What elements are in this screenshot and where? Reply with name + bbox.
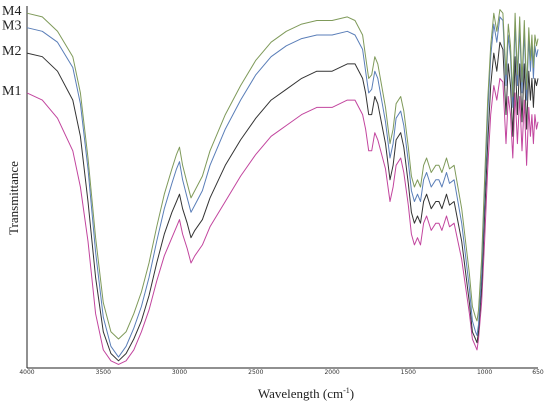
x-tick-label: 3000	[172, 369, 187, 376]
series-label-m2: M2	[2, 44, 21, 59]
series-label-m4: M4	[2, 4, 21, 19]
x-tick-label: 1500	[401, 369, 416, 376]
x-axis-title-main: Wavelength (cm	[258, 386, 343, 401]
series-line-m2	[26, 41, 539, 362]
series-layer	[26, 9, 539, 365]
series-line-m1	[26, 77, 539, 365]
x-tick-label: 2500	[248, 369, 263, 376]
x-axis-title: Wavelength (cm-1)	[258, 386, 354, 401]
series-line-m4	[26, 9, 539, 340]
series-label-m1: M1	[2, 84, 21, 99]
y-axis-title: Transmittance	[6, 161, 21, 235]
x-tick-label: 3500	[96, 369, 111, 376]
x-axis-title-superscript: -1	[343, 386, 350, 395]
series-label-m3: M3	[2, 19, 21, 34]
x-axis-title-suffix: )	[350, 386, 354, 401]
x-tick-label: 1000	[477, 369, 492, 376]
x-tick-label: 650	[532, 369, 544, 376]
x-tick-label: 4000	[19, 369, 34, 376]
x-tick-labels: 4000 3500 3000 2500 2000 1500 1000 650	[19, 369, 544, 376]
x-tick-label: 2000	[324, 369, 339, 376]
